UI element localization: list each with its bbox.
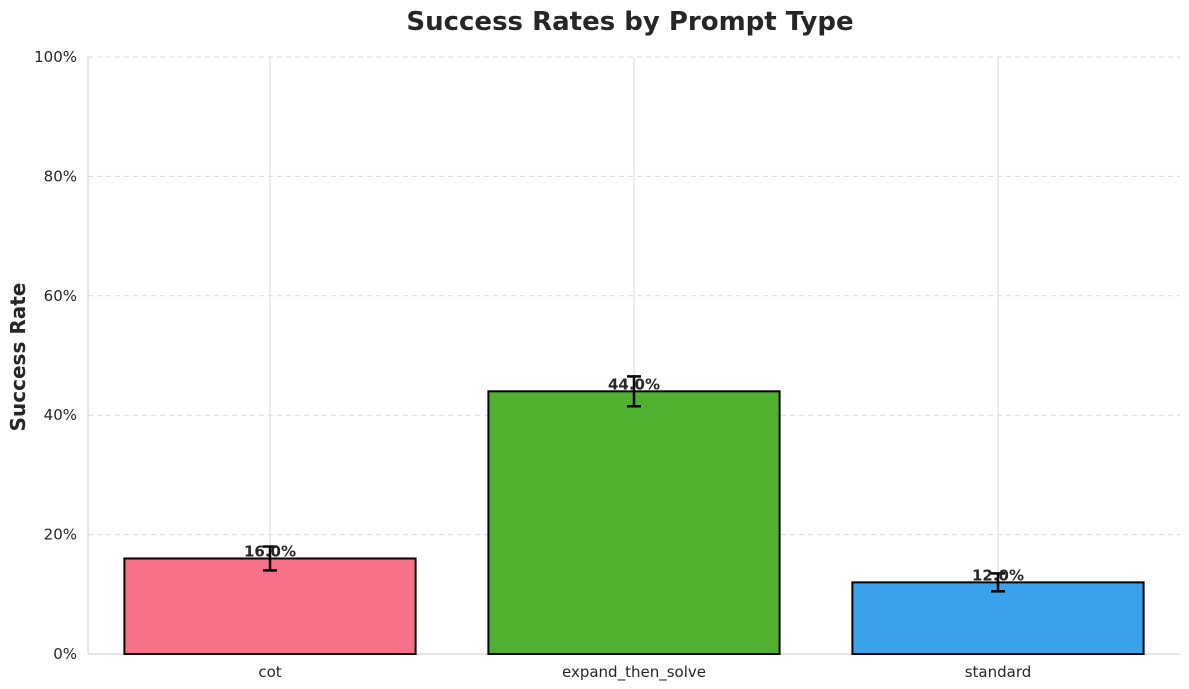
- bar-standard: [851, 581, 1145, 655]
- y-axis-label: Success Rate: [6, 283, 30, 432]
- y-tick-label: 40%: [44, 406, 77, 424]
- bar-cot: [123, 557, 417, 655]
- x-tick-label: expand_then_solve: [562, 663, 706, 682]
- chart-title: Success Rates by Prompt Type: [406, 7, 853, 37]
- y-tick-label: 100%: [34, 48, 77, 66]
- x-tick-label: standard: [965, 663, 1032, 681]
- value-label: 16.0%: [244, 542, 296, 560]
- grid-layer: [88, 56, 1180, 655]
- labels-layer: 0% 20% 40% 60% 80% 100% 16.0% cot 44.0% expand_th…: [34, 48, 1031, 682]
- y-tick-label: 0%: [53, 645, 77, 663]
- y-tick-label: 60%: [44, 287, 77, 305]
- y-tick-label: 80%: [44, 167, 77, 185]
- error-bars-layer: [263, 375, 1005, 593]
- bars-layer: [123, 390, 1145, 655]
- value-label: 12.0%: [972, 566, 1024, 584]
- value-label: 44.0%: [608, 375, 660, 393]
- x-tick-label: cot: [258, 663, 281, 681]
- bar-expand_then_solve: [487, 390, 781, 655]
- y-tick-label: 20%: [44, 526, 77, 544]
